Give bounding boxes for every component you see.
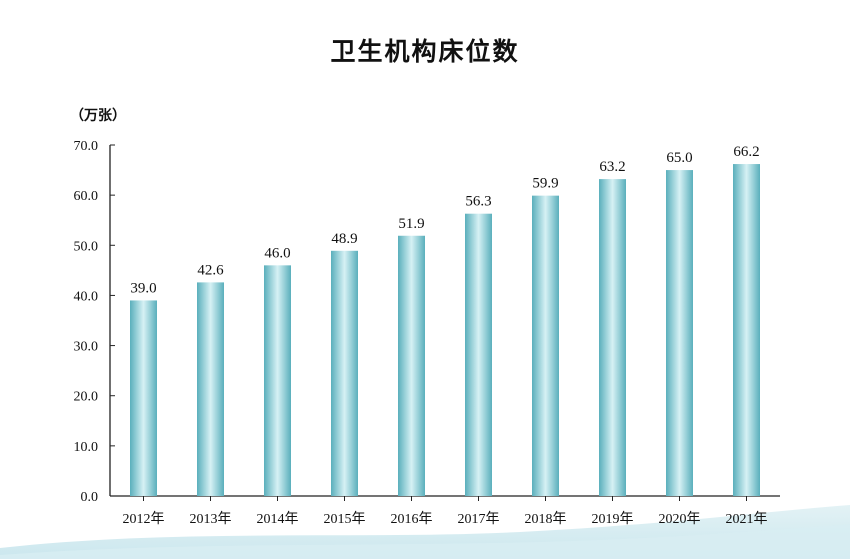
bar (331, 250, 358, 496)
bar-value-label: 59.9 (532, 176, 558, 192)
bar (666, 170, 693, 497)
x-category-label: 2015年 (324, 511, 366, 527)
y-tick-label: 30.0 (74, 340, 99, 355)
bar-value-label: 48.9 (331, 231, 357, 247)
y-axis-unit-label: （万张） (70, 108, 126, 124)
y-tick-label: 70.0 (74, 139, 99, 154)
bar-value-label: 56.3 (465, 194, 491, 210)
bar-value-label: 63.2 (599, 159, 625, 175)
bar (599, 179, 626, 496)
bar (197, 282, 224, 496)
bar-value-label: 66.2 (733, 144, 759, 160)
y-tick-label: 40.0 (74, 289, 99, 304)
chart-bars (130, 164, 760, 497)
bar (130, 300, 157, 496)
x-category-label: 2020年 (659, 511, 701, 527)
bar-value-label: 65.0 (666, 150, 692, 166)
chart-axes: 0.0 10.0 20.0 30.0 40.0 50.0 60.0 70.0 (74, 139, 780, 505)
x-category-label: 2012年 (123, 511, 165, 527)
bar (398, 235, 425, 496)
bar-value-label: 46.0 (264, 245, 290, 261)
y-tick-label: 20.0 (74, 390, 99, 405)
chart-labels: 39.0 2012年 42.6 2013年 46.0 2014年 48.9 2015年 51.9… (123, 144, 768, 527)
x-category-label: 2018年 (525, 511, 567, 527)
x-category-label: 2013年 (190, 511, 232, 527)
bar-value-label: 51.9 (398, 216, 424, 232)
y-tick-label: 10.0 (74, 440, 99, 455)
chart-title: 卫生机构床位数 (330, 37, 520, 66)
x-category-label: 2017年 (458, 511, 500, 527)
y-tick-label: 60.0 (74, 189, 99, 204)
bar (264, 265, 291, 496)
y-tick-label: 50.0 (74, 239, 99, 254)
bar-value-label: 39.0 (130, 280, 156, 296)
bar-value-label: 42.6 (197, 262, 224, 278)
x-category-label: 2021年 (726, 511, 768, 527)
x-category-label: 2014年 (257, 511, 299, 527)
x-category-label: 2016年 (391, 511, 433, 527)
bar (733, 164, 760, 496)
y-tick-label: 0.0 (81, 490, 99, 505)
bar (465, 213, 492, 496)
bar (532, 195, 559, 496)
x-category-label: 2019年 (592, 511, 634, 527)
